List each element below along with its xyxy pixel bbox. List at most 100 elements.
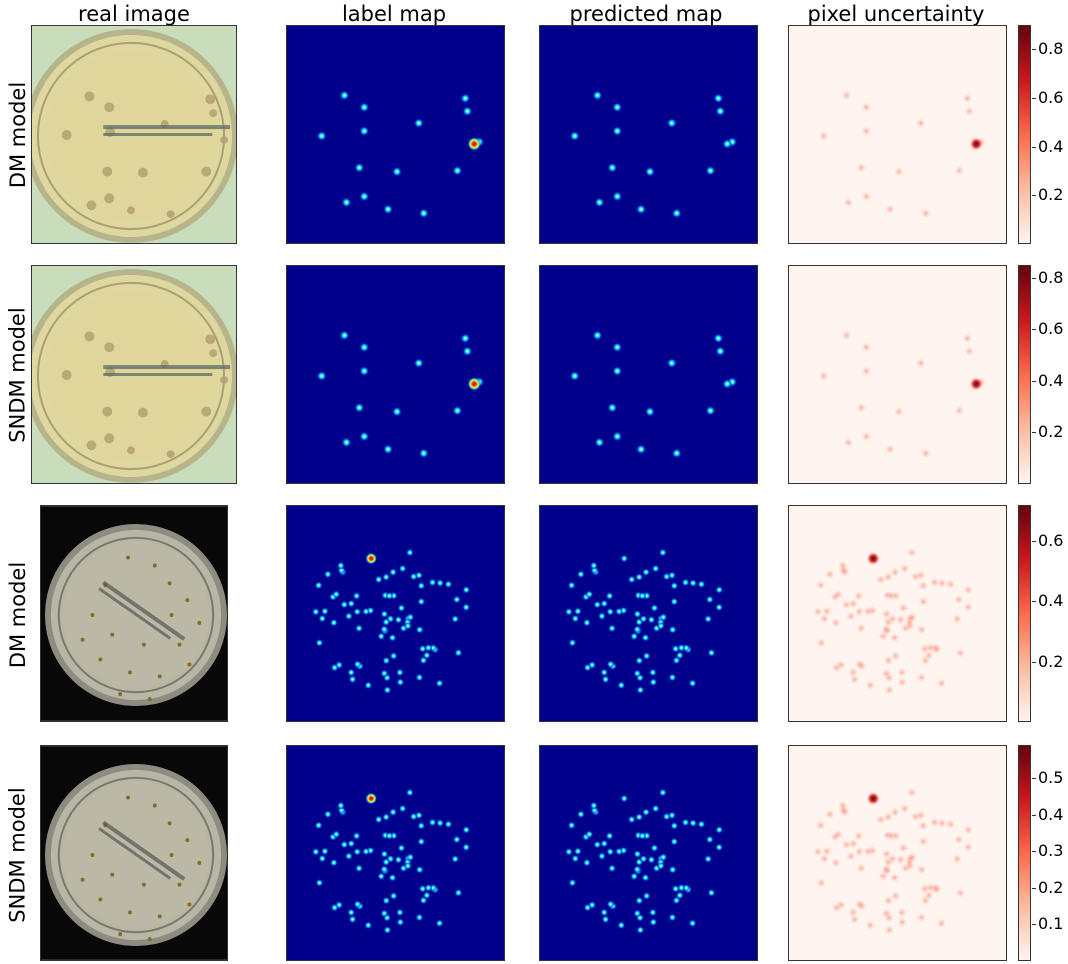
uncertainty-spot (812, 606, 823, 617)
colony-spot (392, 166, 402, 177)
uncertainty-map-row-3 (788, 505, 1007, 722)
colony-spot (606, 847, 615, 856)
colony-spot (359, 102, 370, 113)
colorbar-tick (1032, 924, 1036, 926)
colony-spot (594, 437, 605, 448)
colony-spot (641, 873, 650, 882)
uncertainty-spot (918, 836, 929, 847)
colony-spot (422, 651, 431, 660)
uncertainty-spot (936, 918, 947, 929)
heatmap-svg (287, 26, 504, 243)
uncertainty-map-row-2 (788, 265, 1007, 484)
colony-spot (383, 673, 392, 682)
colony-spot (705, 405, 716, 416)
colony-spot (348, 915, 357, 924)
colorbar-tick-label: 0.6 (1038, 319, 1064, 339)
colony-spot (388, 633, 397, 642)
colony-spot (428, 818, 437, 827)
colony-spot (670, 581, 679, 590)
colony-spot (636, 686, 645, 694)
colony-spot (354, 162, 365, 173)
uncertainty-spot (845, 851, 856, 862)
colony-spot (382, 896, 391, 905)
colorbar-tick (1032, 98, 1036, 99)
colorbar-tick-label: 0.2 (1038, 877, 1064, 897)
uncertainty-spot (929, 577, 940, 588)
colony-spot (352, 591, 361, 600)
label-map-row-4 (286, 745, 505, 961)
colony-spot (715, 603, 724, 612)
colony-spot (612, 431, 623, 442)
colorbar-tick-label: 0.5 (1038, 767, 1064, 787)
colony-spot (585, 830, 594, 839)
colony-spot (568, 878, 577, 887)
uncertainty-spot (897, 917, 908, 928)
uncertainty-spot (890, 807, 901, 818)
uncertainty-spot (923, 890, 934, 901)
uncertainty-spot (853, 830, 864, 841)
uncertainty-spot (845, 611, 856, 622)
label-map-row-3 (286, 505, 505, 722)
uncertainty-spot (883, 655, 894, 666)
colony-spot (452, 835, 461, 844)
uncertainty-spot (895, 614, 906, 625)
row-label-3: DM model (6, 561, 31, 668)
colony-spot (668, 673, 677, 682)
colony-spot (364, 681, 373, 690)
colony-spot (417, 837, 426, 846)
uncertainty-spot (883, 572, 894, 583)
uncertainty-spot (906, 787, 917, 798)
uncertainty-spot (889, 872, 900, 883)
colony-spot (394, 615, 403, 624)
colony-spot (315, 638, 324, 647)
colorbar-tick (1032, 146, 1036, 148)
colony-spot (617, 921, 626, 930)
uncertainty-spot (915, 358, 926, 369)
uncertainty-spot (964, 106, 975, 117)
colony-spot (704, 855, 713, 863)
uncertainty-spot (837, 800, 848, 811)
colony-spot (341, 437, 352, 448)
colony-spot (329, 618, 338, 627)
colony-spot (650, 844, 659, 852)
colony-spot (353, 847, 362, 856)
colony-spot (347, 839, 356, 848)
uncertainty-spot (886, 590, 897, 601)
colony-spot (332, 830, 341, 839)
real-image-row-1 (31, 25, 237, 244)
uncertainty-spot (854, 846, 865, 857)
colony-spot (615, 847, 624, 856)
uncertainty-spot (936, 678, 947, 689)
uncertainty-spot (883, 895, 894, 906)
colony-spot (451, 615, 460, 623)
colorbar-tick (1032, 329, 1036, 331)
colorbar-tick-label: 0.8 (1038, 39, 1064, 59)
heatmap-svg (287, 506, 504, 721)
uncertainty-spot (899, 563, 910, 574)
uncertainty-spot (816, 877, 827, 888)
colony-spot (415, 673, 424, 682)
colony-spot (359, 126, 370, 136)
colony-spot (316, 371, 327, 381)
uncertainty-svg (789, 266, 1006, 483)
colony-spot (648, 908, 657, 917)
colorbar-tick-label: 0.4 (1038, 136, 1064, 156)
uncertainty-spot (841, 599, 852, 610)
colony-spot (380, 865, 389, 874)
real-image-row-4 (40, 745, 228, 961)
colony-spot (462, 346, 473, 357)
colorbar-tick-label: 0.8 (1038, 267, 1064, 287)
colony-spot (377, 872, 386, 881)
colony-spot (403, 861, 412, 870)
uncertainty-spot (881, 609, 892, 619)
colony-spot (650, 604, 659, 612)
uncertainty-spot (918, 820, 929, 831)
colony-spot (564, 607, 573, 616)
heatmap-svg (540, 266, 757, 483)
colorbar-tick-label: 0.6 (1038, 88, 1064, 107)
colony-spot (396, 918, 405, 927)
colony-spot (318, 854, 327, 863)
colony-spot (354, 402, 365, 413)
uncertainty-spot (854, 606, 865, 617)
colony-spot (417, 597, 426, 606)
